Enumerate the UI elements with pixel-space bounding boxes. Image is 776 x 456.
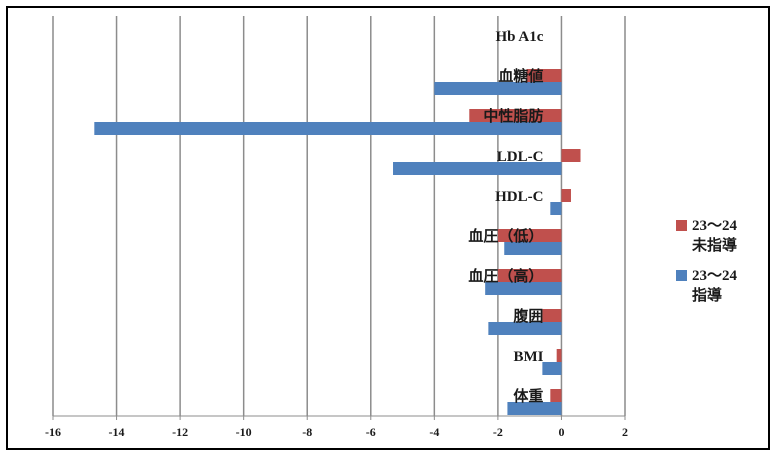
- category-label: LDL-C: [497, 149, 544, 165]
- x-tick-label: -10: [236, 425, 252, 439]
- category-label: 中性脂肪: [483, 107, 543, 125]
- bar-series-2: [94, 122, 562, 135]
- x-tick-label: -14: [109, 425, 125, 439]
- legend-label: 指導: [692, 286, 722, 304]
- legend-swatch: [676, 270, 687, 281]
- chart-frame: -16 -14 -12 -10 -8 -6 -4 -2 0 2 Hb A1c 血糖値中性脂肪 LDL-…: [6, 6, 770, 450]
- category-label: 血糖値: [498, 67, 543, 85]
- x-tick-label: -12: [172, 425, 188, 439]
- legend-label: 未指導: [691, 236, 737, 254]
- x-tick-label: -4: [429, 425, 439, 439]
- x-tick-label: -6: [366, 425, 376, 439]
- bar-series-2: [434, 82, 562, 95]
- bar-series-2: [488, 322, 562, 335]
- legend: 23～24 未指導 23～24 指導: [676, 218, 738, 304]
- bar-series-1: [556, 349, 562, 362]
- bar-series-1: [497, 229, 562, 242]
- category-label: BMI: [513, 349, 543, 365]
- category-label: 血圧（低）: [468, 227, 543, 245]
- legend-label: 23～24: [692, 268, 738, 284]
- bar-series-1: [469, 109, 562, 122]
- bar-series-2: [542, 362, 562, 375]
- bar-series-2: [550, 202, 562, 215]
- bars: [94, 69, 581, 415]
- category-label: HDL-C: [495, 189, 543, 205]
- bar-series-1: [497, 269, 562, 282]
- x-tick-label: 0: [558, 425, 564, 439]
- legend-swatch: [676, 220, 687, 231]
- bar-series-2: [485, 282, 562, 295]
- category-label: 血圧（高）: [468, 267, 543, 285]
- category-label: 体重: [513, 387, 543, 405]
- x-axis: -16 -14 -12 -10 -8 -6 -4 -2 0 2: [45, 415, 628, 439]
- x-tick-label: 2: [622, 425, 628, 439]
- category-label: Hb A1c: [496, 29, 544, 45]
- x-tick-label: -8: [302, 425, 312, 439]
- bar-series-2: [507, 402, 562, 415]
- bar-series-2: [393, 162, 562, 175]
- bar-series-1: [550, 389, 562, 402]
- x-tick-label: -2: [493, 425, 503, 439]
- bar-series-1: [561, 189, 571, 202]
- category-label: 腹囲: [513, 307, 543, 325]
- bar-series-1: [526, 69, 562, 82]
- bar-series-1: [561, 149, 581, 162]
- x-tick-label: -16: [45, 425, 61, 439]
- legend-label: 23～24: [692, 218, 738, 234]
- bar-series-1: [542, 309, 562, 322]
- bar-series-2: [504, 242, 562, 255]
